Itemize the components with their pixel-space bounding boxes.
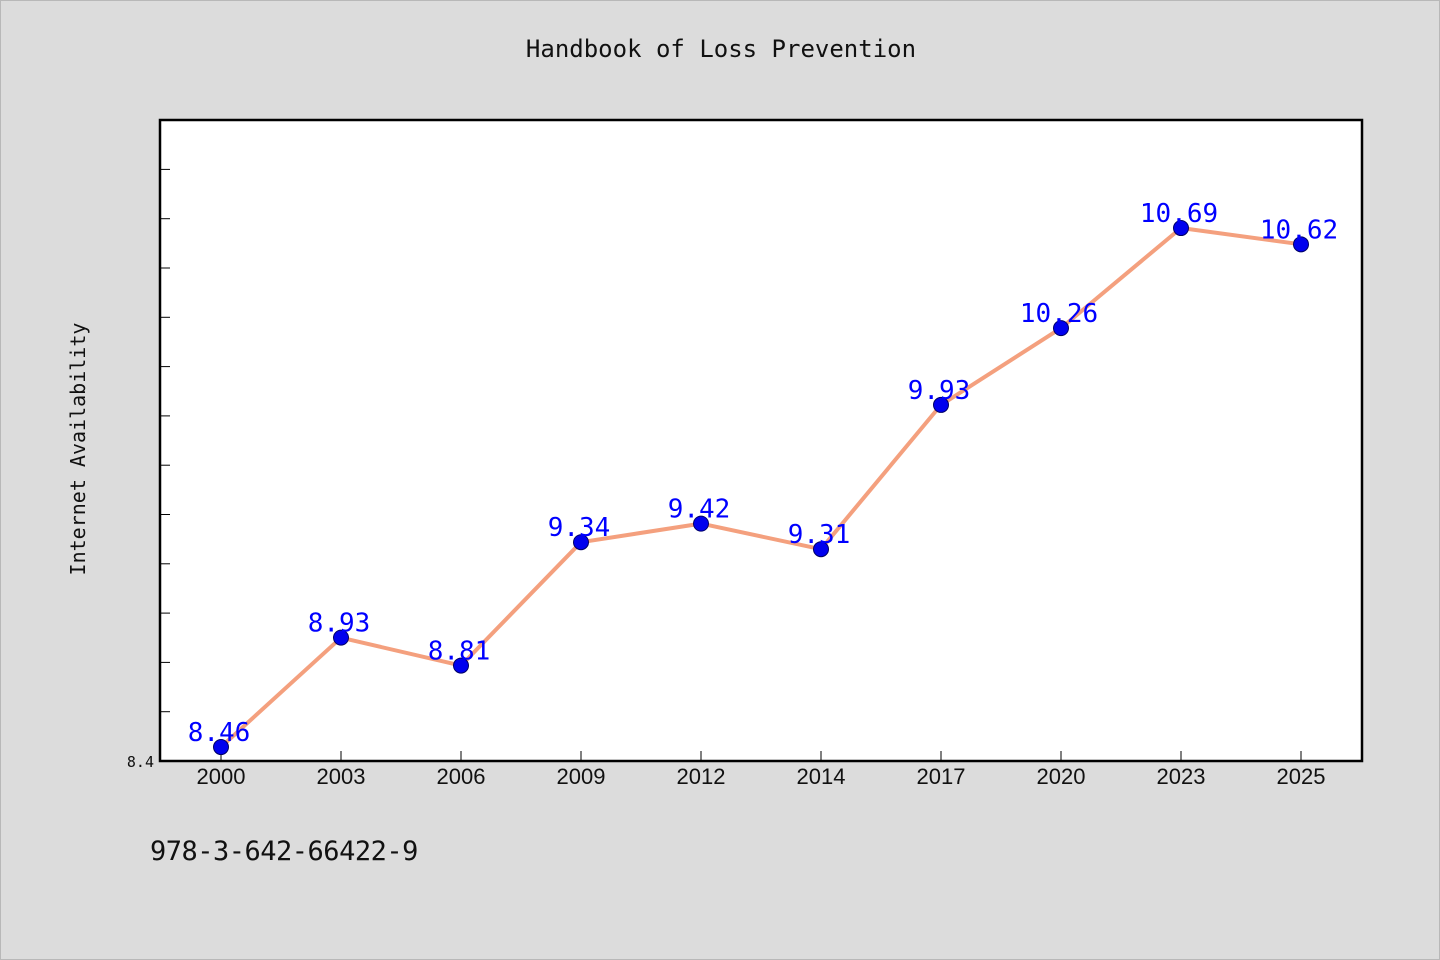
chart-title: Handbook of Loss Prevention — [525, 35, 917, 63]
x-tick-label: 2009 — [557, 764, 606, 789]
data-label: 8.46 — [188, 718, 251, 748]
data-point-marker — [333, 629, 349, 646]
x-tick-label: 2025 — [1277, 764, 1326, 789]
y-axis-ticks: 8.4 — [127, 168, 170, 771]
x-tick-label: 2017 — [917, 764, 966, 789]
isbn-text: 978-3-642-66422-9 — [150, 836, 418, 867]
data-label: 10.69 — [1140, 199, 1218, 229]
data-label: 10.26 — [1020, 299, 1098, 329]
data-point-marker — [453, 657, 469, 674]
series-line — [219, 226, 1302, 749]
data-point-marker — [1293, 236, 1309, 253]
x-tick-label: 2003 — [317, 764, 366, 789]
data-label: 9.42 — [668, 495, 731, 525]
data-label: 10.62 — [1260, 215, 1338, 245]
data-point-marker — [693, 515, 709, 532]
data-point-marker — [213, 739, 229, 756]
data-point-marker — [1173, 220, 1189, 237]
data-point-marker — [813, 541, 829, 558]
data-label-group: 8.46 8.93 8.81 9.34 9.42 9.31 9.93 10.26 10.69 10… — [188, 199, 1338, 748]
data-label: 8.93 — [308, 609, 371, 639]
marker-group — [213, 220, 1309, 756]
x-tick-label: 2012 — [677, 764, 726, 789]
x-tick-label: 2006 — [437, 764, 486, 789]
data-label: 8.81 — [428, 637, 491, 667]
series-line-group — [219, 226, 1302, 749]
x-tick-label: 2023 — [1157, 764, 1206, 789]
x-tick-label: 2000 — [197, 764, 246, 789]
x-tick-label: 2020 — [1037, 764, 1086, 789]
data-point-marker — [933, 396, 949, 413]
data-point-marker — [1053, 320, 1069, 337]
plot-area — [158, 118, 1364, 763]
data-label: 9.34 — [548, 513, 611, 543]
data-label: 9.31 — [788, 520, 851, 550]
x-axis-ticks: 2000 2003 2006 2009 2012 2014 2017 2020 2023 2025 — [197, 751, 1326, 789]
data-label: 9.93 — [908, 376, 971, 406]
data-point-marker — [573, 534, 589, 551]
x-tick-label: 2014 — [797, 764, 846, 789]
y-tick-label: 8.4 — [127, 753, 154, 771]
